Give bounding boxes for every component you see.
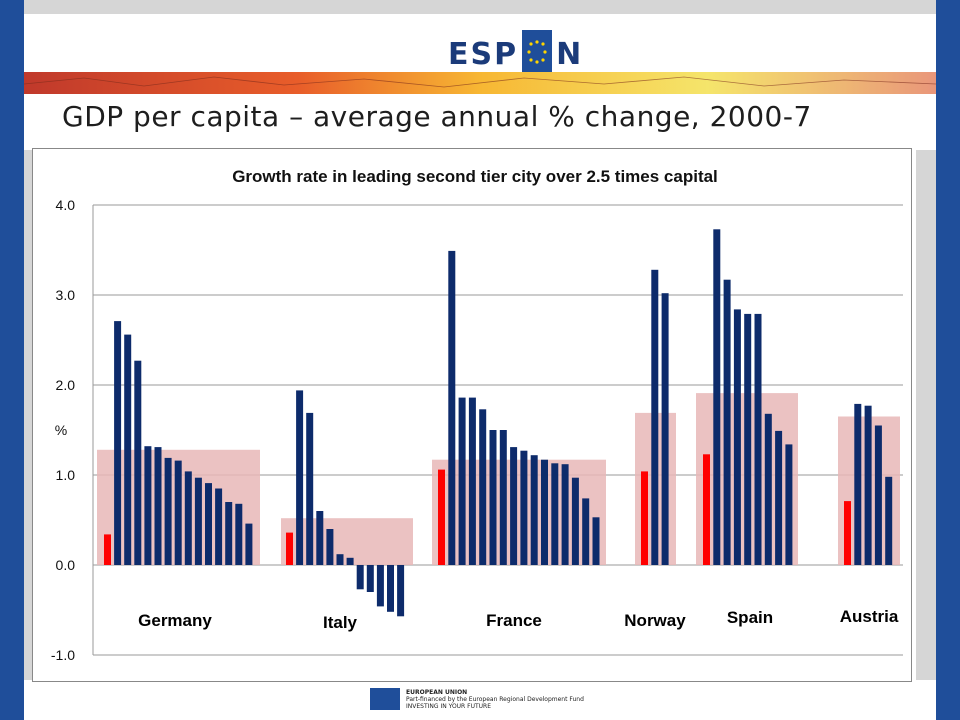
eu-flag-icon [370,688,400,710]
map-decoration-strip [23,72,937,94]
capital-bar [438,469,445,565]
city-bar [854,403,862,565]
city-bar [733,309,741,565]
city-bar [346,557,354,565]
city-bar [885,476,893,565]
city-bar [551,463,559,565]
city-bar [764,413,772,565]
left-side-bar [0,0,24,720]
eu-stars-icon [522,30,553,74]
city-bar [366,565,374,592]
city-bar [397,565,405,617]
y-tick-label: 2.0 [56,377,76,393]
city-bar [245,523,253,565]
capital-bar [703,454,710,565]
y-tick-label: 3.0 [56,287,76,303]
city-bar [296,390,304,565]
chart-frame-left [24,150,32,680]
eu-footer-text: EUROPEAN UNION Part-financed by the Euro… [406,689,584,710]
city-bar [530,455,538,565]
country-label: Italy [323,613,358,632]
city-bar [713,229,721,566]
city-bar [144,446,152,565]
slide-title: GDP per capita – average annual % change… [62,100,812,133]
capital-bar [641,471,648,565]
city-bar [458,397,466,565]
eu-footer-line3: INVESTING IN YOUR FUTURE [406,702,491,710]
city-bar [164,457,172,565]
city-bar [306,412,314,565]
y-tick-label: -1.0 [51,647,75,663]
country-label: France [486,611,542,630]
top-strip [24,0,936,14]
country-label: Austria [840,607,899,626]
eu-footer-line2: Part-financed by the European Regional D… [406,695,584,703]
city-bar [225,502,233,565]
city-bar [592,517,600,565]
country-label: Spain [727,608,773,627]
city-bar [468,397,476,565]
city-bar [154,447,162,565]
city-bar [744,313,752,565]
espon-logo: ESP N [448,30,584,74]
city-bar [571,477,579,565]
city-bar [541,459,548,565]
capital-bar [104,534,111,565]
eu-footer-line1: EUROPEAN UNION [406,688,468,696]
city-bar [489,430,497,565]
city-bar [510,447,518,565]
national-average-band [432,459,606,565]
chart-container: Growth rate in leading second tier city … [32,148,912,682]
city-bar [775,430,783,565]
chart-frame-right [916,150,936,680]
city-bar [651,269,659,565]
city-bar [356,565,364,590]
city-bar [864,405,872,565]
city-bar [316,511,324,565]
logo-text-left: ESP [448,36,519,72]
country-label: Norway [624,611,686,630]
city-bar [874,425,882,565]
city-bar [326,529,334,565]
city-bar [582,498,590,565]
capital-bar [286,532,293,565]
city-bar [785,444,793,565]
capital-bar [844,501,851,565]
country-label: Germany [138,611,212,630]
city-bar [387,565,394,612]
city-bar [114,321,122,565]
city-bar [124,334,132,565]
header: ESP N [24,14,936,74]
y-tick-label: 4.0 [56,197,76,213]
city-bar [376,565,384,607]
city-bar [174,460,182,565]
city-bar [448,250,456,565]
city-bar [215,488,223,565]
city-bar [754,313,762,565]
y-tick-label: 1.0 [56,467,76,483]
city-bar [520,450,528,565]
y-axis-label: % [55,422,67,438]
gdp-chart: Growth rate in leading second tier city … [51,167,903,663]
city-bar [134,360,142,565]
city-bar [661,293,669,565]
city-bar [479,409,487,565]
city-bar [205,483,212,565]
city-bar [723,279,731,565]
city-bar [336,554,344,565]
city-bar [235,503,243,565]
logo-text-right: N [556,36,584,72]
right-side-bar [936,0,960,720]
city-bar [184,471,192,565]
city-bar [194,477,202,565]
city-bar [499,430,507,565]
eu-footer: EUROPEAN UNION Part-financed by the Euro… [370,688,584,710]
chart-title: Growth rate in leading second tier city … [232,167,718,186]
city-bar [561,464,569,565]
y-tick-label: 0.0 [56,557,76,573]
